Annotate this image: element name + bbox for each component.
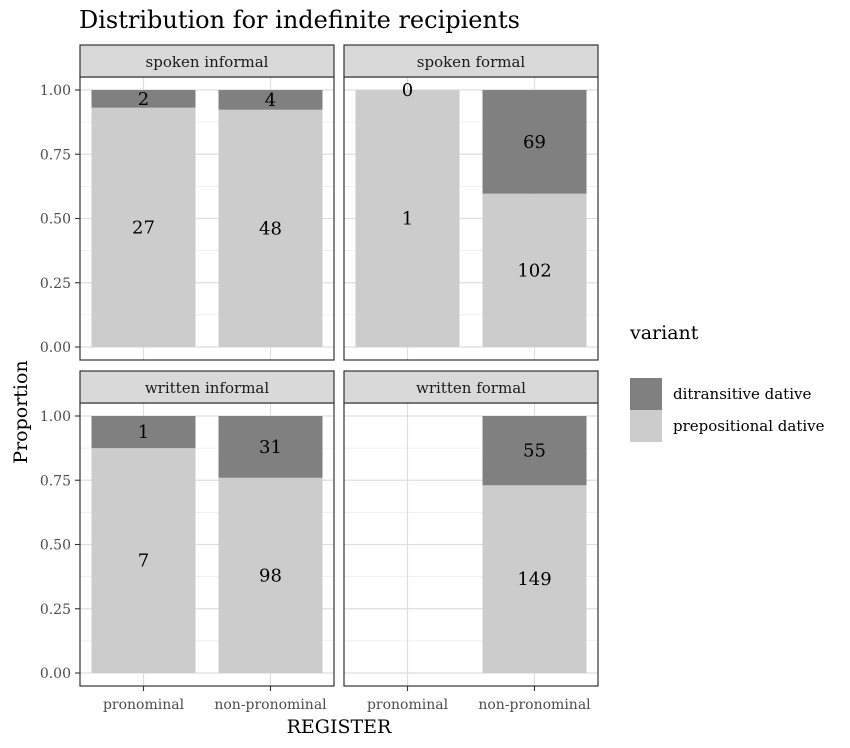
data-label-ditransitive-dative: 2	[138, 89, 149, 110]
y-tick-label: 0.00	[40, 666, 71, 682]
facet-strip-label: written informal	[145, 379, 270, 397]
facet-strip-label: written formal	[416, 379, 526, 397]
facet-written-informal: 7 1 98 31 written informal 0.00 0.25 0.50 0.75 1.…	[40, 370, 335, 713]
legend-swatch	[630, 378, 662, 410]
x-tick-label: non-pronominal	[214, 697, 327, 713]
bar-prepositional-dative-pronominal	[91, 107, 196, 347]
legend-swatch	[630, 410, 662, 442]
data-label-prepositional-dative: 102	[517, 260, 551, 281]
data-label-ditransitive-dative: 4	[265, 90, 276, 111]
bar-prepositional-dative-non-pronominal	[218, 477, 323, 673]
data-label-prepositional-dative: 149	[517, 569, 551, 590]
bar-ditransitive-dative-non-pronominal	[218, 90, 323, 110]
legend: variant ditransitive dative prepositional…	[629, 322, 825, 442]
bar-prepositional-dative-non-pronominal	[218, 109, 323, 348]
legend-title: variant	[629, 322, 699, 344]
bar-ditransitive-dative-non-pronominal	[218, 416, 323, 478]
bar-prepositional-dative-non-pronominal	[482, 193, 587, 347]
y-tick-label: 0.25	[40, 602, 71, 618]
legend-label: prepositional dative	[673, 417, 825, 435]
facet-strip	[79, 370, 335, 404]
y-tick-label: 0.75	[40, 147, 71, 163]
facet-panels: 27 2 48 4 spoken informal 0.00 0.25 0.50 0.75 1.0…	[40, 44, 599, 713]
facet-spoken-informal: 27 2 48 4 spoken informal 0.00 0.25 0.50 0.75 1.0…	[40, 44, 335, 361]
x-tick-label: pronominal	[367, 697, 449, 713]
bar-prepositional-dative-pronominal	[355, 90, 460, 347]
chart-title: Distribution for indefinite recipients	[79, 6, 520, 34]
data-label-prepositional-dative: 27	[132, 217, 155, 238]
data-label-ditransitive-dative: 0	[402, 80, 413, 101]
y-tick-label: 0.50	[40, 212, 71, 228]
y-tick-label: 1.00	[40, 409, 71, 425]
data-label-prepositional-dative: 1	[402, 209, 413, 230]
y-tick-label: 0.75	[40, 473, 71, 489]
facet-strip-label: spoken formal	[417, 53, 526, 71]
data-label-ditransitive-dative: 55	[523, 441, 546, 462]
x-tick-label: non-pronominal	[478, 697, 591, 713]
x-axis-title: REGISTER	[287, 716, 392, 738]
bar-ditransitive-dative-pronominal	[91, 90, 196, 108]
legend-label: ditransitive dative	[673, 385, 811, 403]
data-label-ditransitive-dative: 69	[523, 132, 546, 153]
bar-prepositional-dative-non-pronominal	[482, 485, 587, 673]
bar-ditransitive-dative-non-pronominal	[482, 90, 587, 194]
bar-ditransitive-dative-pronominal	[91, 416, 196, 449]
facet-spoken-formal: 1 0 102 69 spoken formal	[343, 44, 599, 361]
y-tick-label: 0.50	[40, 538, 71, 554]
data-label-prepositional-dative: 7	[138, 551, 149, 572]
facet-strip	[343, 44, 599, 78]
facet-strip	[343, 370, 599, 404]
legend-item-ditransitive-dative: ditransitive dative	[630, 378, 811, 410]
y-axis-title: Proportion	[10, 360, 32, 463]
data-label-ditransitive-dative: 31	[259, 437, 282, 458]
y-tick-label: 0.00	[40, 340, 71, 356]
legend-item-prepositional-dative: prepositional dative	[630, 410, 825, 442]
bar-prepositional-dative-pronominal	[91, 448, 196, 673]
facet-strip	[79, 44, 335, 78]
data-label-ditransitive-dative: 1	[138, 422, 149, 443]
y-tick-label: 0.25	[40, 276, 71, 292]
y-tick-label: 1.00	[40, 83, 71, 99]
data-label-prepositional-dative: 48	[259, 218, 282, 239]
facet-strip-label: spoken informal	[146, 53, 269, 71]
bar-ditransitive-dative-non-pronominal	[482, 416, 587, 486]
data-label-prepositional-dative: 98	[259, 565, 282, 586]
facet-written-formal: 149 55 written formal pronominal non-pronomi…	[343, 370, 599, 713]
x-tick-label: pronominal	[103, 697, 185, 713]
